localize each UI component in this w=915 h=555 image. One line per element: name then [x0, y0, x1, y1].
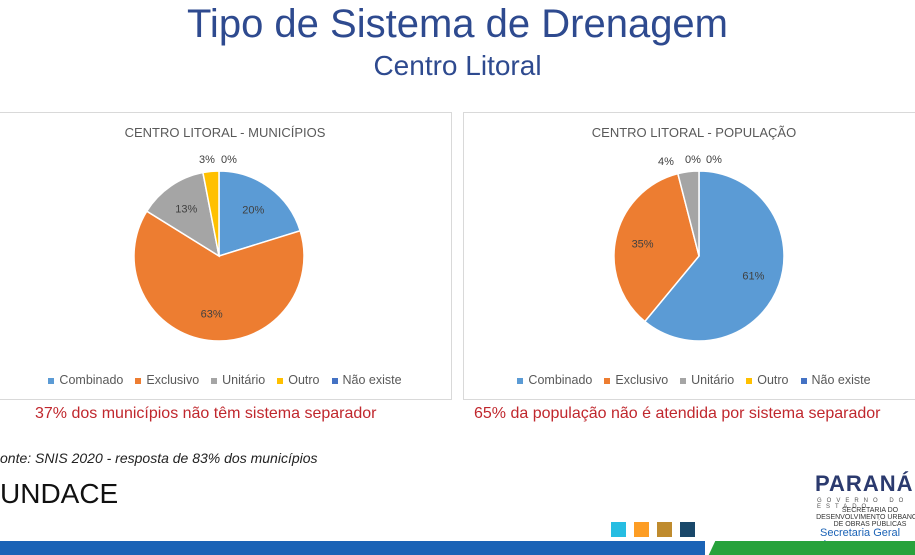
pie-slice-unitário	[145, 171, 221, 258]
legend-item: Outro	[746, 373, 789, 387]
data-label: 4%	[658, 156, 674, 168]
fundace-logo: UNDACE	[0, 478, 119, 509]
legend-item: Outro	[277, 373, 320, 387]
legend-item: Combinado	[517, 373, 592, 387]
data-label: 61%	[742, 271, 764, 283]
pie-slice-exclusivo	[133, 210, 305, 342]
chart-municipios: CENTRO LITORAL - MUNICÍPIOS 20% 63% 13% 3% 0…	[0, 112, 452, 400]
legend: Combinado Exclusivo Unitário Outro Não exist…	[464, 373, 915, 387]
caption-municipios: 37% dos municípios não têm sistema separ…	[35, 405, 377, 422]
data-label: 35%	[632, 238, 654, 250]
footer-bar-green	[708, 541, 915, 555]
gov-subtitle: GOVERNO DO ESTADO	[817, 498, 909, 510]
legend: Combinado Exclusivo Unitário Outro Não exist…	[0, 373, 451, 387]
data-label: 0%	[221, 154, 237, 166]
pie-svg: 20% 63% 13% 3% 0%	[133, 154, 305, 342]
legend-label: Combinado	[528, 373, 593, 387]
legend-swatch	[48, 377, 55, 384]
legend-label: Combinado	[59, 373, 124, 387]
legend-label: Não existe	[342, 373, 402, 387]
legend-swatch	[277, 377, 284, 384]
pie-slice-unitário	[676, 170, 700, 257]
pie-svg: 61% 35% 4% 0% 0%	[613, 154, 785, 342]
legend-item: Exclusivo	[604, 373, 668, 387]
ods-6-icon	[611, 522, 626, 537]
legend-swatch	[746, 377, 753, 384]
data-label: 0%	[706, 154, 722, 166]
chart-title: CENTRO LITORAL - MUNICÍPIOS	[124, 125, 326, 140]
secretaria-text: SECRETARIA DO DESENVOLVIMENTO URBANO E D…	[816, 507, 915, 528]
legend-label: Unitário	[691, 373, 735, 387]
slide-title: Tipo de Sistema de Drenagem	[186, 2, 728, 46]
legend-label: Outro	[757, 373, 789, 387]
legend-swatch	[517, 377, 524, 384]
legend-label: Não existe	[811, 373, 871, 387]
legend-label: Exclusivo	[146, 373, 200, 387]
legend-item: Unitário	[211, 373, 265, 387]
legend-label: Outro	[288, 373, 320, 387]
pie-slice-combinado	[643, 170, 785, 342]
legend-item: Não existe	[331, 373, 402, 387]
data-label: 3%	[199, 154, 215, 166]
chart-populacao: CENTRO LITORAL - POPULAÇÃO 61% 35% 4% 0% 0% …	[463, 112, 915, 400]
legend-swatch	[604, 377, 611, 384]
data-label: 0%	[685, 154, 701, 166]
ods-12-icon	[657, 522, 672, 537]
legend-swatch	[680, 377, 687, 384]
legend-swatch	[135, 377, 142, 384]
legend-item: Unitário	[680, 373, 734, 387]
legend-item: Exclusivo	[135, 373, 199, 387]
chart-title: CENTRO LITORAL - POPULAÇÃO	[591, 125, 797, 140]
ods-16-icon	[680, 522, 695, 537]
pie-slice-outro	[202, 170, 220, 257]
footer-bar-blue	[0, 541, 705, 555]
legend-swatch	[331, 377, 338, 384]
legend-item: Combinado	[48, 373, 123, 387]
legend-label: Unitário	[222, 373, 266, 387]
legend-item: Não existe	[800, 373, 871, 387]
caption-populacao: 65% da população não é atendida por sist…	[474, 405, 881, 422]
slide-subtitle: Centro Litoral	[373, 50, 542, 81]
data-label: 63%	[201, 308, 223, 320]
data-label: 13%	[175, 203, 197, 215]
pie-slice-combinado	[218, 170, 302, 258]
ods-11-icon	[634, 522, 649, 537]
parana-logo: PARANÁ	[815, 471, 914, 496]
legend-swatch	[800, 377, 807, 384]
legend-label: Exclusivo	[615, 373, 669, 387]
source-note: onte: SNIS 2020 - resposta de 83% dos mu…	[0, 450, 318, 466]
legend-swatch	[211, 377, 218, 384]
data-label: 20%	[242, 204, 264, 216]
pie-slice-exclusivo	[613, 172, 700, 323]
